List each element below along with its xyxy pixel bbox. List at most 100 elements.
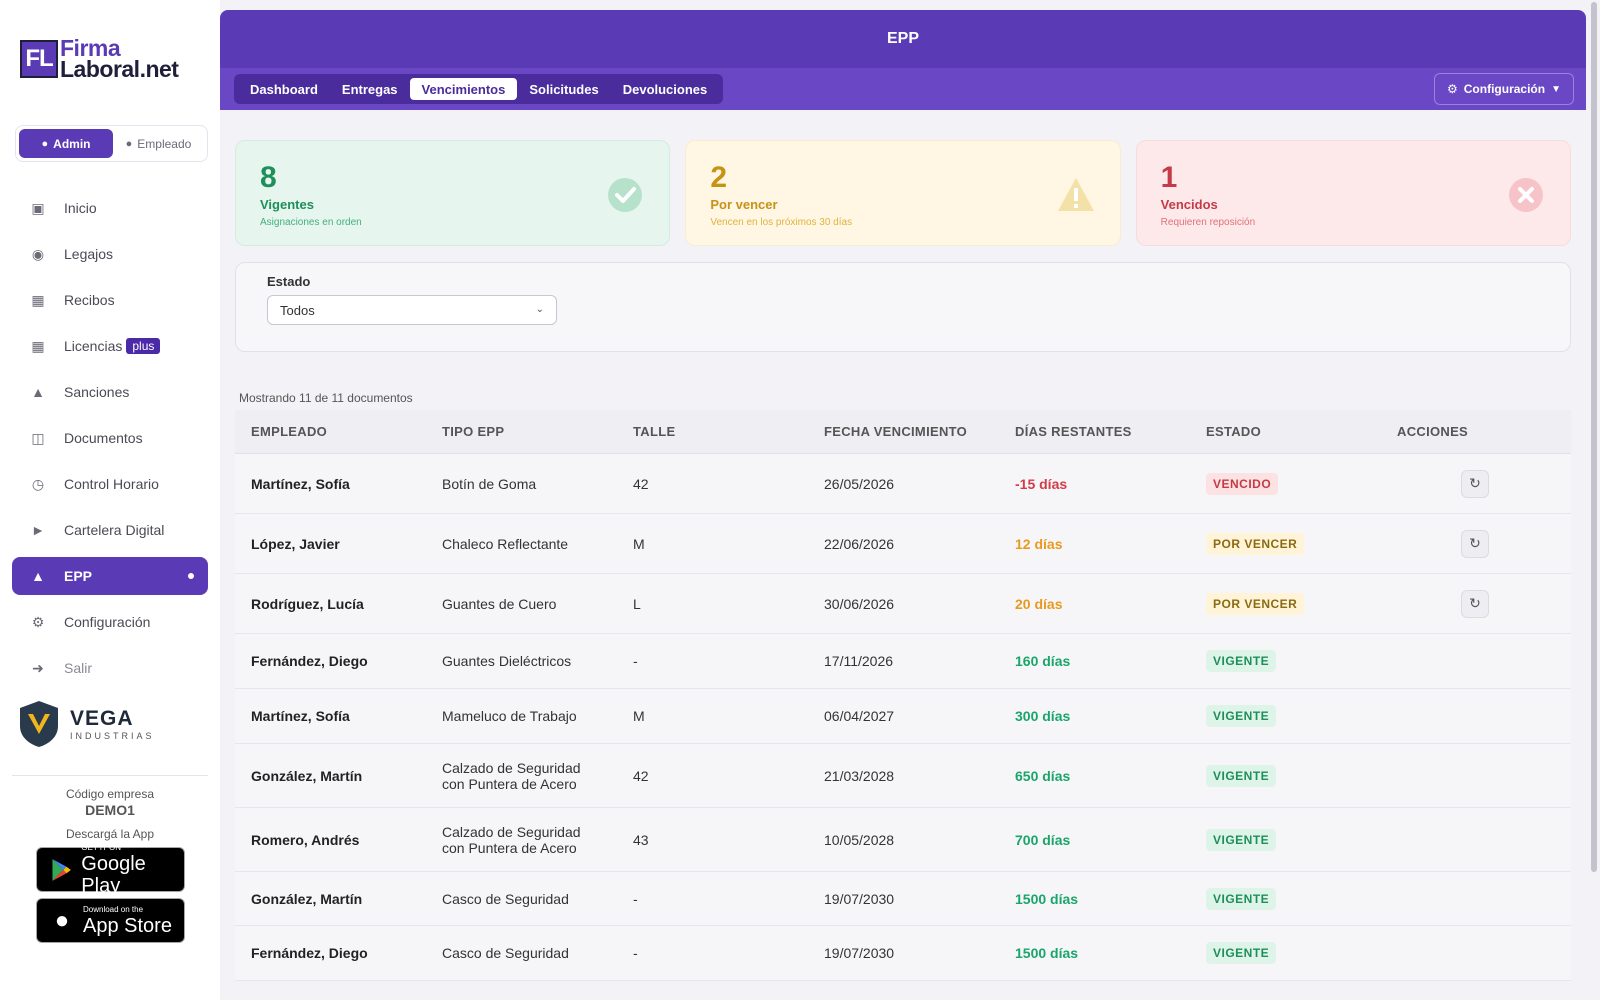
sidebar-item-inicio[interactable]: ▣ Inicio	[12, 189, 208, 227]
dias-restantes: 1500 días	[1015, 890, 1079, 907]
dias-restantes: 160 días	[1015, 653, 1071, 669]
chevron-down-icon: ▼	[1551, 83, 1561, 95]
status-badge: VIGENTE	[1206, 887, 1277, 910]
sidebar-item-licencias[interactable]: ▦ Licencias plus	[12, 327, 208, 365]
filter-panel: Estado Todos ⌄	[235, 262, 1571, 352]
sidebar-item-configuracion[interactable]: ⚙ Configuración	[12, 603, 208, 641]
user-icon: ●	[125, 137, 133, 150]
col-empleado[interactable]: EMPLEADO	[251, 424, 328, 439]
tab-entregas[interactable]: Entregas	[341, 81, 398, 97]
vencimientos-table: EMPLEADO TIPO EPP TALLE FECHA VENCIMIENT…	[235, 410, 1571, 981]
tab-group: Dashboard Entregas Vencimientos Solicitu…	[234, 74, 724, 104]
refresh-icon: ↻	[1469, 475, 1481, 491]
dias-restantes: 20 días	[1015, 595, 1063, 612]
tab-vencimientos[interactable]: Vencimientos	[409, 78, 518, 100]
sidebar-item-epp[interactable]: ▲ EPP	[12, 557, 208, 595]
col-dias-restantes[interactable]: DÍAS RESTANTES	[1015, 424, 1132, 439]
app-store-button[interactable]: ● Download on the App Store	[36, 898, 185, 943]
renew-button[interactable]: ↻	[1461, 529, 1489, 558]
estado-select[interactable]: Todos ⌄	[267, 295, 557, 325]
company-code-value: DEMO1	[85, 802, 135, 818]
config-dropdown-button[interactable]: ⚙ Configuración ▼	[1434, 73, 1574, 105]
copy-icon: ◫	[31, 429, 45, 446]
table-row: González, Martín Casco de Seguridad - 19…	[235, 872, 1571, 926]
dias-restantes: 700 días	[1015, 831, 1071, 848]
col-tipo-epp[interactable]: TIPO EPP	[442, 424, 505, 439]
active-indicator	[188, 573, 194, 579]
role-toggle: ● Admin ● Empleado	[15, 125, 208, 162]
refresh-icon: ↻	[1469, 535, 1481, 551]
divider	[12, 775, 208, 776]
file-icon: ▦	[31, 337, 45, 354]
logo-mark: FL	[20, 40, 58, 78]
laptop-icon: ▣	[31, 199, 45, 216]
logo-line-1: Firma	[60, 35, 121, 61]
col-fecha-vencimiento[interactable]: FECHA VENCIMIENTO	[824, 424, 968, 439]
renew-button[interactable]: ↻	[1461, 469, 1489, 498]
sidebar-item-salir[interactable]: ➜ Salir	[12, 649, 208, 687]
google-play-icon	[52, 858, 71, 881]
tab-devoluciones[interactable]: Devoluciones	[622, 81, 708, 97]
app-logo[interactable]: FL Firma Laboral.net	[20, 35, 179, 82]
status-badge: POR VENCER	[1206, 592, 1305, 615]
gavel-icon: ▲	[31, 384, 45, 400]
receipt-icon: ▦	[31, 291, 45, 308]
card-por-vencer: 2 Por vencer Vencen en los próximos 30 d…	[685, 140, 1121, 246]
table-row: Fernández, Diego Casco de Seguridad - 19…	[235, 926, 1571, 981]
gears-icon: ⚙	[31, 613, 45, 630]
logout-icon: ➜	[32, 659, 44, 676]
dias-restantes: -15 días	[1015, 475, 1068, 492]
users-icon: ◉	[31, 245, 45, 262]
hardhat-icon: ▲	[31, 568, 45, 584]
table-row: Fernández, Diego Guantes Dieléctricos - …	[235, 634, 1571, 689]
sidebar-item-legajos[interactable]: ◉ Legajos	[12, 235, 208, 273]
scrollbar-thumb[interactable]	[1591, 2, 1597, 872]
status-badge: VIGENTE	[1206, 828, 1277, 851]
google-play-button[interactable]: GET IT ON Google Play	[36, 843, 185, 897]
estado-filter-label: Estado	[267, 274, 311, 289]
dias-restantes: 300 días	[1015, 708, 1071, 724]
user-icon: ●	[41, 137, 49, 150]
company-code-label: Código empresa	[65, 787, 155, 801]
sidebar-item-recibos[interactable]: ▦ Recibos	[12, 281, 208, 319]
sidebar-item-sanciones[interactable]: ▲ Sanciones	[12, 373, 208, 411]
logo-line-2: Laboral.net	[60, 56, 179, 82]
company-subtitle: INDUSTRIAS	[70, 731, 155, 741]
sidebar-nav: ▣ Inicio ◉ Legajos ▦ Recibos ▦ Licencias…	[12, 189, 208, 695]
sidebar-item-documentos[interactable]: ◫ Documentos	[12, 419, 208, 457]
col-estado[interactable]: ESTADO	[1206, 424, 1262, 439]
header: EPP Dashboard Entregas Vencimientos Soli…	[220, 10, 1586, 110]
company-logo: VEGA INDUSTRIAS	[18, 700, 261, 748]
table-row: López, Javier Chaleco Reflectante M 22/0…	[235, 514, 1571, 574]
card-vencidos: 1 Vencidos Requieren reposición	[1135, 140, 1571, 246]
col-talle[interactable]: TALLE	[633, 424, 676, 439]
plus-badge: plus	[126, 338, 161, 354]
clock-icon: ◷	[31, 475, 45, 492]
sidebar-item-control-horario[interactable]: ◷ Control Horario	[12, 465, 208, 503]
megaphone-icon: ►	[31, 522, 45, 538]
download-app-label: Descargá la App	[65, 827, 155, 841]
dias-restantes: 1500 días	[1015, 945, 1079, 961]
sidebar-item-cartelera-digital[interactable]: ► Cartelera Digital	[12, 511, 208, 549]
dias-restantes: 12 días	[1015, 535, 1063, 552]
summary-cards: 8 Vigentes Asignaciones en orden 2 Por v…	[235, 140, 1571, 246]
dias-restantes: 650 días	[1015, 767, 1071, 784]
chevron-down-icon: ⌄	[535, 304, 544, 315]
gear-icon: ⚙	[1447, 82, 1458, 96]
status-badge: POR VENCER	[1206, 532, 1305, 555]
apple-icon: ●	[54, 906, 70, 934]
employee-role-button[interactable]: ● Empleado	[125, 136, 192, 151]
table-header: EMPLEADO TIPO EPP TALLE FECHA VENCIMIENT…	[235, 410, 1571, 454]
renew-button[interactable]: ↻	[1461, 589, 1489, 618]
company-name: VEGA	[70, 707, 134, 730]
tab-solicitudes[interactable]: Solicitudes	[529, 81, 599, 97]
table-row: Martínez, Sofía Botín de Goma 42 26/05/2…	[235, 454, 1571, 514]
results-count: Mostrando 11 de 11 documentos	[239, 391, 413, 405]
status-badge: VENCIDO	[1206, 472, 1279, 495]
tab-dashboard[interactable]: Dashboard	[250, 81, 318, 97]
status-badge: VIGENTE	[1206, 705, 1277, 727]
shield-icon	[20, 701, 58, 747]
x-circle-icon	[1508, 178, 1543, 212]
status-badge: VIGENTE	[1206, 764, 1277, 787]
admin-role-button[interactable]: ● Admin	[19, 129, 113, 158]
